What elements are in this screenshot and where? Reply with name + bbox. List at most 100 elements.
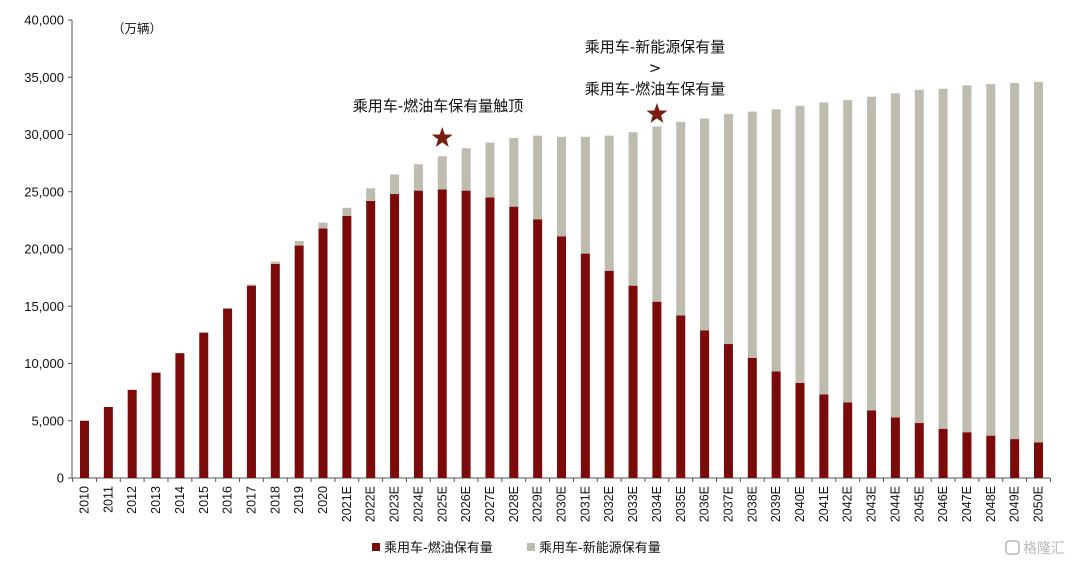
bar-nev-2034E [652, 126, 662, 302]
bar-fuel-2022E [366, 200, 376, 478]
bar-fuel-2011 [103, 407, 113, 478]
x-tick-label: 2046E [936, 486, 950, 522]
bar-fuel-2014 [175, 353, 185, 478]
bar-nev-2025E [437, 156, 447, 190]
bar-nev-2039E [771, 109, 781, 372]
x-tick-label: 2050E [1032, 486, 1046, 522]
annotation-crossover-line: 乘用车-新能源保有量 [585, 38, 725, 56]
bar-fuel-2015 [199, 332, 209, 478]
bar-nev-2036E [700, 118, 710, 331]
bar-fuel-2021E [342, 215, 352, 479]
x-tick-label: 2024E [411, 486, 425, 522]
bar-fuel-2019 [294, 245, 304, 478]
bar-nev-2043E [867, 96, 877, 411]
bar-nev-2023E [390, 174, 400, 195]
x-tick-label: 2026E [459, 486, 473, 522]
bar-fuel-2050E [1034, 442, 1043, 478]
bar-fuel-2047E [962, 432, 972, 478]
x-axis: 2010 2011 2012 2013 2014 2015 2016 2017 2018 2019… [72, 477, 1051, 522]
bar-nev-2027E [485, 142, 495, 198]
x-tick-label: 2034E [650, 486, 664, 522]
bar-nev-2020 [318, 222, 328, 229]
x-tick-label: 2020 [316, 486, 330, 514]
bar-fuel-2029E [533, 219, 543, 479]
x-tick-label: 2035E [674, 486, 688, 522]
bar-nev-2050E [1034, 81, 1043, 443]
bar-fuel-2024E [413, 190, 423, 479]
x-tick-label: 2014 [173, 486, 187, 514]
annotation-crossover-line: 乘用车-燃油车保有量 [585, 80, 725, 98]
legend: 乘用车-燃油保有量 乘用车-新能源保有量 [372, 540, 661, 556]
bar-fuel-2027E [485, 197, 495, 478]
x-tick-label: 2047E [960, 486, 974, 522]
x-tick-label: 2041E [817, 486, 831, 522]
bar-fuel-2038E [747, 357, 757, 478]
y-tick-label: 30,000 [24, 127, 64, 142]
y-axis: 0 5,000 10,000 15,000 20,000 25,000 30,000 35,0… [24, 13, 73, 486]
annotation-fuel-peak: 乘用车-燃油车保有量触顶 [353, 97, 523, 115]
x-tick-label: 2045E [912, 486, 926, 522]
x-tick-label: 2049E [1008, 486, 1022, 522]
bar-nev-2031E [580, 136, 590, 254]
bar-fuel-2026E [461, 190, 471, 479]
bar-fuel-2020 [318, 228, 328, 478]
bar-fuel-2042E [843, 402, 853, 478]
legend-label: 乘用车-燃油保有量 [384, 540, 493, 556]
bar-nev-2033E [628, 132, 638, 286]
bar-nev-2049E [1010, 82, 1020, 440]
watermark: 格隆汇 [1005, 540, 1065, 557]
bar-nev-2026E [461, 148, 471, 191]
annotation-crossover-line: > [649, 59, 662, 77]
x-tick-label: 2032E [602, 486, 616, 522]
bar-nev-2047E [962, 85, 972, 433]
x-tick-label: 2012 [125, 486, 139, 514]
x-tick-label: 2044E [888, 486, 902, 522]
x-tick-label: 2031E [578, 486, 592, 522]
legend-swatch [372, 543, 380, 551]
x-tick-label: 2043E [865, 486, 879, 522]
bar-fuel-2045E [914, 423, 924, 478]
bar-nev-2029E [533, 135, 543, 220]
bar-nev-2028E [509, 137, 519, 207]
y-tick-label: 0 [57, 471, 64, 486]
x-tick-label: 2038E [745, 486, 759, 522]
bar-nev-2044E [890, 93, 900, 418]
x-tick-label: 2028E [507, 486, 521, 522]
x-tick-label: 2042E [841, 486, 855, 522]
x-tick-label: 2016 [221, 486, 235, 514]
bar-fuel-2043E [867, 410, 877, 478]
y-tick-label: 25,000 [24, 184, 64, 199]
x-tick-label: 2010 [78, 486, 92, 514]
bar-fuel-2032E [604, 270, 614, 478]
bar-nev-2038E [747, 111, 757, 358]
bar-nev-2021E [342, 207, 352, 216]
bar-nev-2041E [819, 102, 829, 395]
bar-fuel-2010 [80, 420, 89, 478]
bar-nev-2024E [413, 164, 423, 191]
bar-fuel-2035E [676, 315, 686, 478]
bar-nev-2042E [843, 100, 853, 403]
bar-nev-2035E [676, 121, 686, 316]
x-tick-label: 2040E [793, 486, 807, 522]
x-tick-label: 2029E [531, 486, 545, 522]
bar-fuel-2044E [890, 417, 900, 478]
watermark-text: 格隆汇 [1023, 541, 1065, 557]
bar-fuel-2028E [509, 206, 519, 478]
bar-fuel-2017 [246, 285, 256, 478]
legend-swatch [527, 543, 535, 551]
x-tick-label: 2036E [698, 486, 712, 522]
x-tick-label: 2019 [292, 486, 306, 514]
x-tick-label: 2048E [984, 486, 998, 522]
bar-fuel-2030E [557, 236, 566, 478]
x-tick-label: 2021E [340, 486, 354, 522]
watermark-logo-icon [1005, 540, 1020, 555]
bar-fuel-2036E [700, 330, 710, 478]
bar-nev-2030E [557, 136, 566, 237]
unit-label: （万辆） [112, 21, 162, 36]
star-icon [646, 103, 668, 123]
bar-fuel-2049E [1010, 439, 1020, 478]
bar-fuel-2037E [723, 344, 733, 478]
bar-nev-2048E [986, 84, 996, 436]
